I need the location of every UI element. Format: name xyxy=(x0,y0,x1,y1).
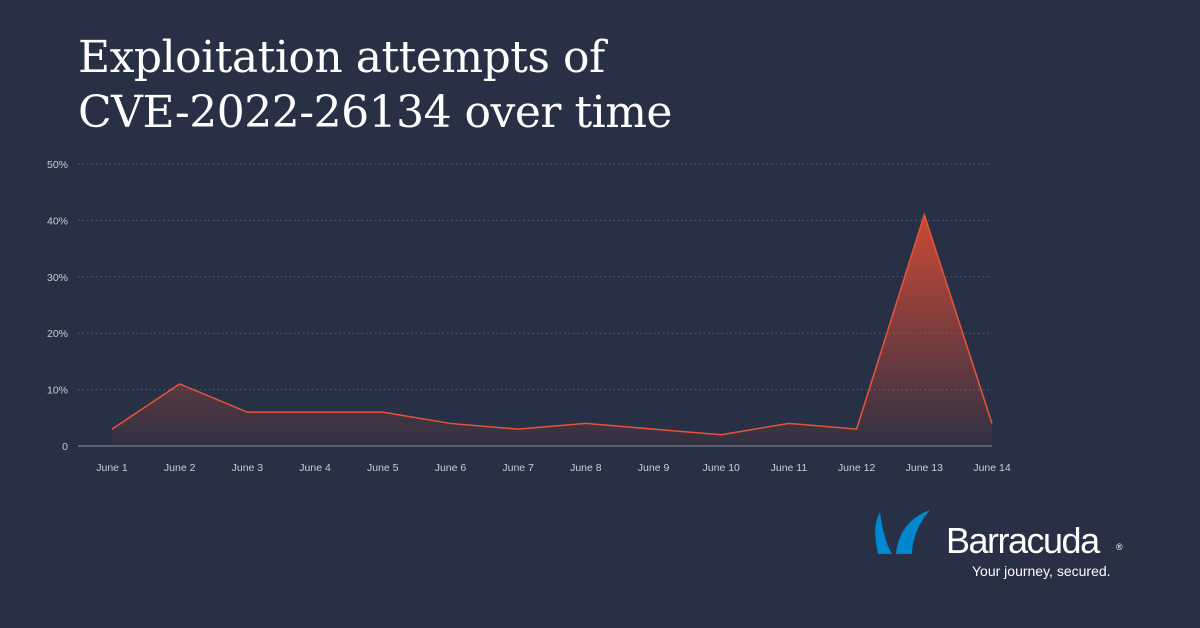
y-tick-label: 40% xyxy=(47,215,68,227)
barracuda-logo: Barracuda ® Your journey, secured. xyxy=(868,506,1138,586)
x-tick-label: June 11 xyxy=(771,462,808,474)
chart-title-line-1: Exploitation attempts of xyxy=(78,32,605,83)
x-tick-label: June 1 xyxy=(96,462,128,474)
y-axis-ticks: 0 10% 20% 30% 40% 50% xyxy=(47,159,68,453)
chart-title-line-2: CVE-2022-26134 over time xyxy=(78,87,672,138)
x-tick-label: June 10 xyxy=(703,462,741,474)
shark-fin-icon xyxy=(875,510,930,554)
series-area-fill xyxy=(112,214,992,446)
y-tick-label: 50% xyxy=(47,159,68,171)
y-tick-label: 30% xyxy=(47,272,68,284)
x-axis-ticks: June 1 June 2 June 3 June 4 June 5 June 6 June… xyxy=(96,462,1011,474)
y-tick-label: 0 xyxy=(62,441,68,453)
x-tick-label: June 12 xyxy=(838,462,876,474)
y-tick-label: 10% xyxy=(47,385,68,397)
x-tick-label: June 14 xyxy=(973,462,1011,474)
brand-tagline: Your journey, secured. xyxy=(972,563,1111,579)
series-area xyxy=(111,212,993,446)
x-tick-label: June 8 xyxy=(570,462,602,474)
chart-title: Exploitation attempts of CVE-2022-26134 … xyxy=(78,30,978,140)
brand-name: Barracuda xyxy=(946,520,1100,561)
x-tick-label: June 4 xyxy=(299,462,331,474)
x-tick-label: June 6 xyxy=(435,462,467,474)
x-tick-label: June 13 xyxy=(906,462,944,474)
series-line xyxy=(111,212,993,436)
x-tick-label: June 9 xyxy=(638,462,670,474)
x-tick-label: June 3 xyxy=(232,462,264,474)
y-tick-label: 20% xyxy=(47,328,68,340)
x-tick-label: June 2 xyxy=(164,462,196,474)
x-tick-label: June 7 xyxy=(502,462,534,474)
registered-mark: ® xyxy=(1116,542,1123,552)
x-tick-label: June 5 xyxy=(367,462,399,474)
